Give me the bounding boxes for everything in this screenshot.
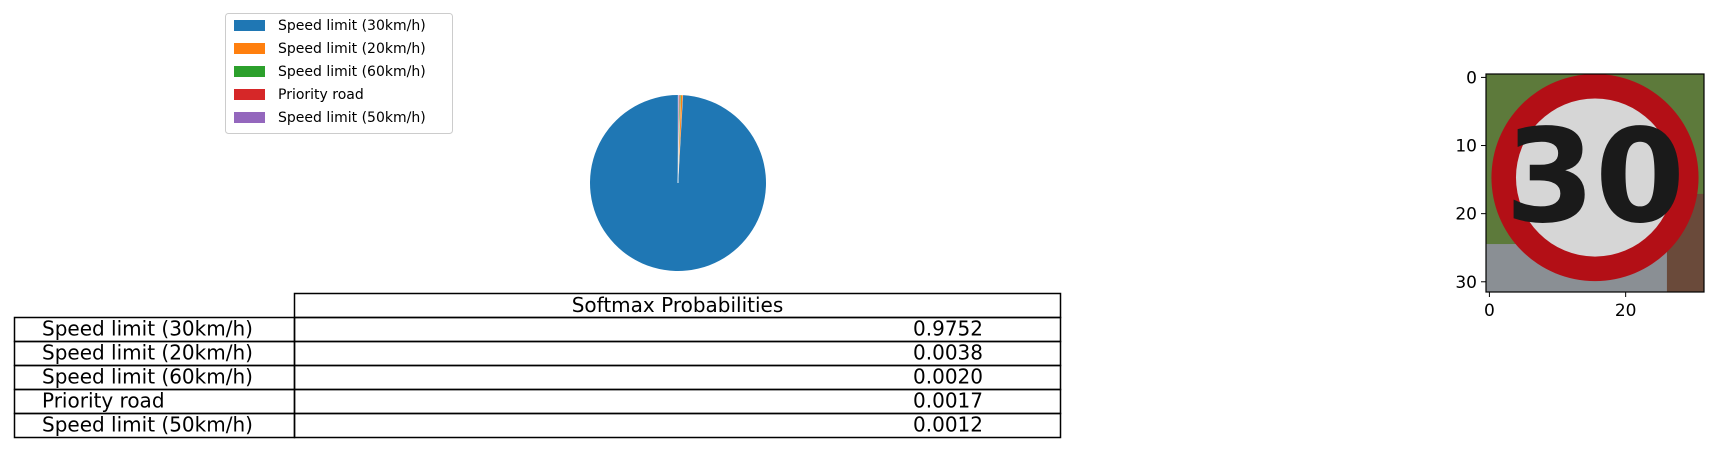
table-value: 0.0017 xyxy=(913,389,983,413)
pie-chart xyxy=(590,94,766,271)
table-value: 0.0012 xyxy=(913,413,983,437)
y-tick-label: 20 xyxy=(1455,205,1477,225)
y-tick-label: 0 xyxy=(1466,68,1477,88)
sign-photo: 30 xyxy=(1486,74,1704,292)
legend-label: Priority road xyxy=(278,87,364,103)
legend-label: Speed limit (30km/h) xyxy=(278,18,426,34)
legend-swatch xyxy=(234,112,265,123)
x-tick-label: 20 xyxy=(1615,301,1637,321)
table-row-label: Speed limit (20km/h) xyxy=(42,341,253,365)
sign-image-axes: 30 0 10 20 30 0 20 xyxy=(1455,68,1705,321)
pie-slice xyxy=(677,94,679,184)
legend-label: Speed limit (20km/h) xyxy=(278,41,426,57)
legend-swatch xyxy=(234,20,265,31)
sign-number: 30 xyxy=(1505,101,1685,252)
table-row-label: Priority road xyxy=(42,389,165,413)
table-row-label: Speed limit (30km/h) xyxy=(42,317,253,341)
legend-label: Speed limit (60km/h) xyxy=(278,64,426,80)
table-header-text: Softmax Probabilities xyxy=(572,293,784,317)
legend-swatch xyxy=(234,89,265,100)
image-axes-frame xyxy=(1485,73,1705,293)
table-value-cell xyxy=(293,412,1062,439)
table-row-label: Speed limit (60km/h) xyxy=(42,365,253,389)
softmax-table: Softmax Probabilities Speed limit (30km/… xyxy=(13,292,1062,439)
legend-swatch xyxy=(234,66,265,77)
table-value: 0.0020 xyxy=(913,365,983,389)
legend-swatch xyxy=(234,43,265,54)
legend-frame xyxy=(225,13,453,134)
sign-face xyxy=(1515,98,1675,257)
x-tick-label: 0 xyxy=(1484,301,1495,321)
legend-label: Speed limit (50km/h) xyxy=(278,110,426,126)
table-value: 0.0038 xyxy=(913,341,983,365)
table-value: 0.9752 xyxy=(913,317,983,341)
table-row-label: Speed limit (50km/h) xyxy=(42,413,253,437)
y-tick-label: 30 xyxy=(1455,273,1477,293)
pie-legend: Speed limit (30km/h) Speed limit (20km/h)… xyxy=(225,13,453,134)
y-tick-label: 10 xyxy=(1455,137,1477,157)
